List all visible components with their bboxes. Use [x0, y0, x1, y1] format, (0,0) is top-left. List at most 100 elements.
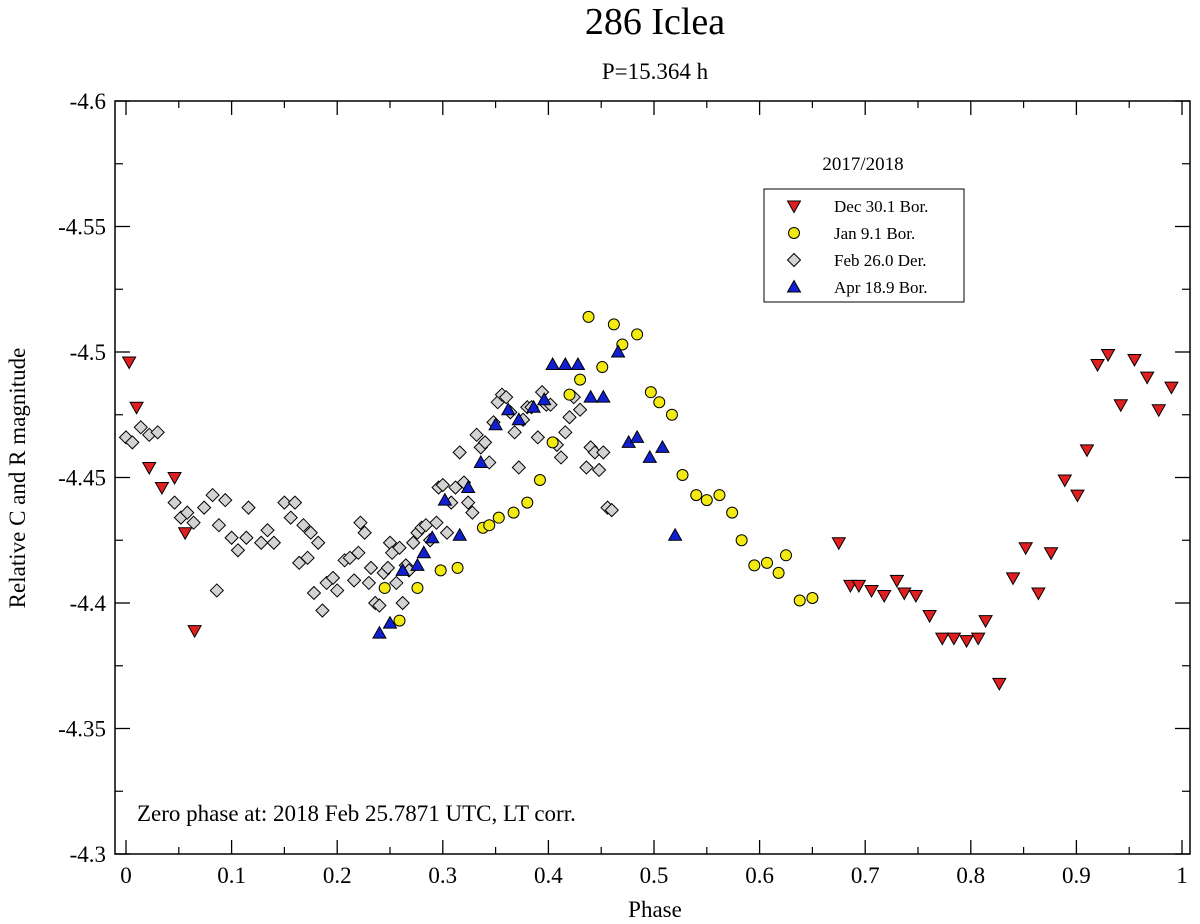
data-point	[315, 603, 330, 618]
data-point	[439, 525, 455, 540]
data-point	[570, 357, 586, 371]
data-point	[406, 535, 421, 550]
data-point	[363, 560, 379, 576]
data-point	[572, 402, 588, 417]
data-point	[150, 425, 165, 440]
data-point	[596, 361, 609, 374]
legend-marker	[786, 279, 802, 293]
data-point	[395, 595, 410, 611]
data-point	[351, 545, 366, 561]
data-point	[300, 550, 315, 566]
data-point	[411, 581, 424, 594]
plot-frame	[114, 100, 1191, 855]
data-point	[908, 589, 924, 603]
data-point	[393, 614, 406, 627]
data-point	[1018, 542, 1034, 556]
data-point	[607, 318, 620, 331]
data-point	[167, 472, 182, 486]
legend-label: Apr 18.9 Bor.	[834, 278, 928, 297]
data-point	[380, 560, 396, 576]
data-point	[260, 523, 275, 538]
data-point	[253, 535, 269, 550]
data-point	[1005, 572, 1021, 586]
data-point	[653, 396, 666, 409]
data-point	[1043, 547, 1059, 561]
data-point	[266, 535, 282, 550]
data-point	[451, 561, 464, 574]
legend: 2017/2018 Dec 30.1 Bor. Jan 9.1 Bor. Feb 2…	[763, 154, 965, 303]
data-point	[690, 489, 703, 502]
data-point	[676, 468, 689, 481]
x-tick-label: 0.2	[323, 863, 352, 888]
legend-label: Dec 30.1 Bor.	[834, 197, 928, 216]
data-point	[851, 579, 867, 593]
data-point	[460, 495, 476, 510]
data-point	[934, 632, 950, 646]
data-point	[946, 632, 962, 646]
x-tick-label: 0.5	[640, 863, 669, 888]
data-point	[558, 425, 573, 440]
data-point	[224, 530, 239, 545]
data-point	[1031, 587, 1046, 601]
data-point	[536, 392, 552, 406]
data-point	[372, 625, 387, 639]
data-point	[353, 515, 368, 530]
data-point	[306, 585, 322, 601]
data-point	[205, 487, 220, 503]
x-tick-label: 0.7	[851, 863, 880, 888]
data-point	[582, 310, 595, 323]
y-tick-label: -4.5	[70, 340, 106, 365]
data-point	[500, 402, 516, 416]
data-point	[553, 450, 569, 465]
data-point	[133, 420, 148, 435]
data-point	[511, 460, 527, 475]
data-point	[410, 557, 425, 571]
data-point	[1090, 359, 1105, 373]
legend-label: Feb 26.0 Der.	[834, 251, 927, 270]
data-point	[978, 615, 993, 629]
data-point	[1057, 474, 1073, 488]
data-point	[1100, 349, 1116, 363]
data-point	[507, 425, 522, 440]
data-point	[492, 511, 505, 524]
data-point	[287, 495, 303, 510]
data-point	[177, 527, 193, 541]
data-point	[429, 515, 444, 530]
data-point	[760, 556, 773, 569]
data-point	[239, 530, 254, 545]
legend-marker	[786, 200, 802, 214]
legend-title: 2017/2018	[822, 154, 903, 175]
data-point	[154, 482, 170, 496]
y-tick-label: -4.45	[58, 466, 106, 491]
data-point	[831, 537, 847, 551]
data-point	[186, 515, 201, 530]
chart-subtitle: P=15.364 h	[602, 59, 709, 84]
x-axis-label: Phase	[628, 897, 682, 922]
x-tick-labels: 0 0.1 0.2 0.3 0.4 0.5 0.6 0.7 0.8 0.9 1	[120, 863, 1188, 888]
y-tick-label: -4.3	[70, 842, 106, 867]
data-point	[595, 389, 611, 403]
data-point	[434, 564, 447, 577]
data-point	[187, 625, 202, 639]
data-point	[970, 632, 986, 646]
data-point	[218, 492, 233, 508]
data-point	[389, 575, 404, 591]
data-point	[1164, 381, 1179, 395]
data-point	[488, 417, 503, 431]
data-point	[864, 584, 879, 598]
zero-phase-annotation: Zero phase at: 2018 Feb 25.7871 UTC, LT …	[137, 801, 576, 826]
data-point	[296, 517, 311, 533]
data-point	[1113, 399, 1129, 413]
data-point	[395, 562, 411, 576]
data-point	[533, 474, 546, 487]
data-point	[283, 510, 298, 525]
data-point	[655, 439, 670, 453]
legend-box	[763, 188, 965, 303]
data-point	[382, 615, 398, 629]
legend-label: Jan 9.1 Bor.	[834, 224, 915, 243]
data-point	[876, 589, 892, 603]
axis-ticks	[115, 100, 1190, 855]
data-point	[735, 534, 748, 547]
data-point	[1070, 489, 1085, 503]
data-point	[562, 410, 577, 425]
